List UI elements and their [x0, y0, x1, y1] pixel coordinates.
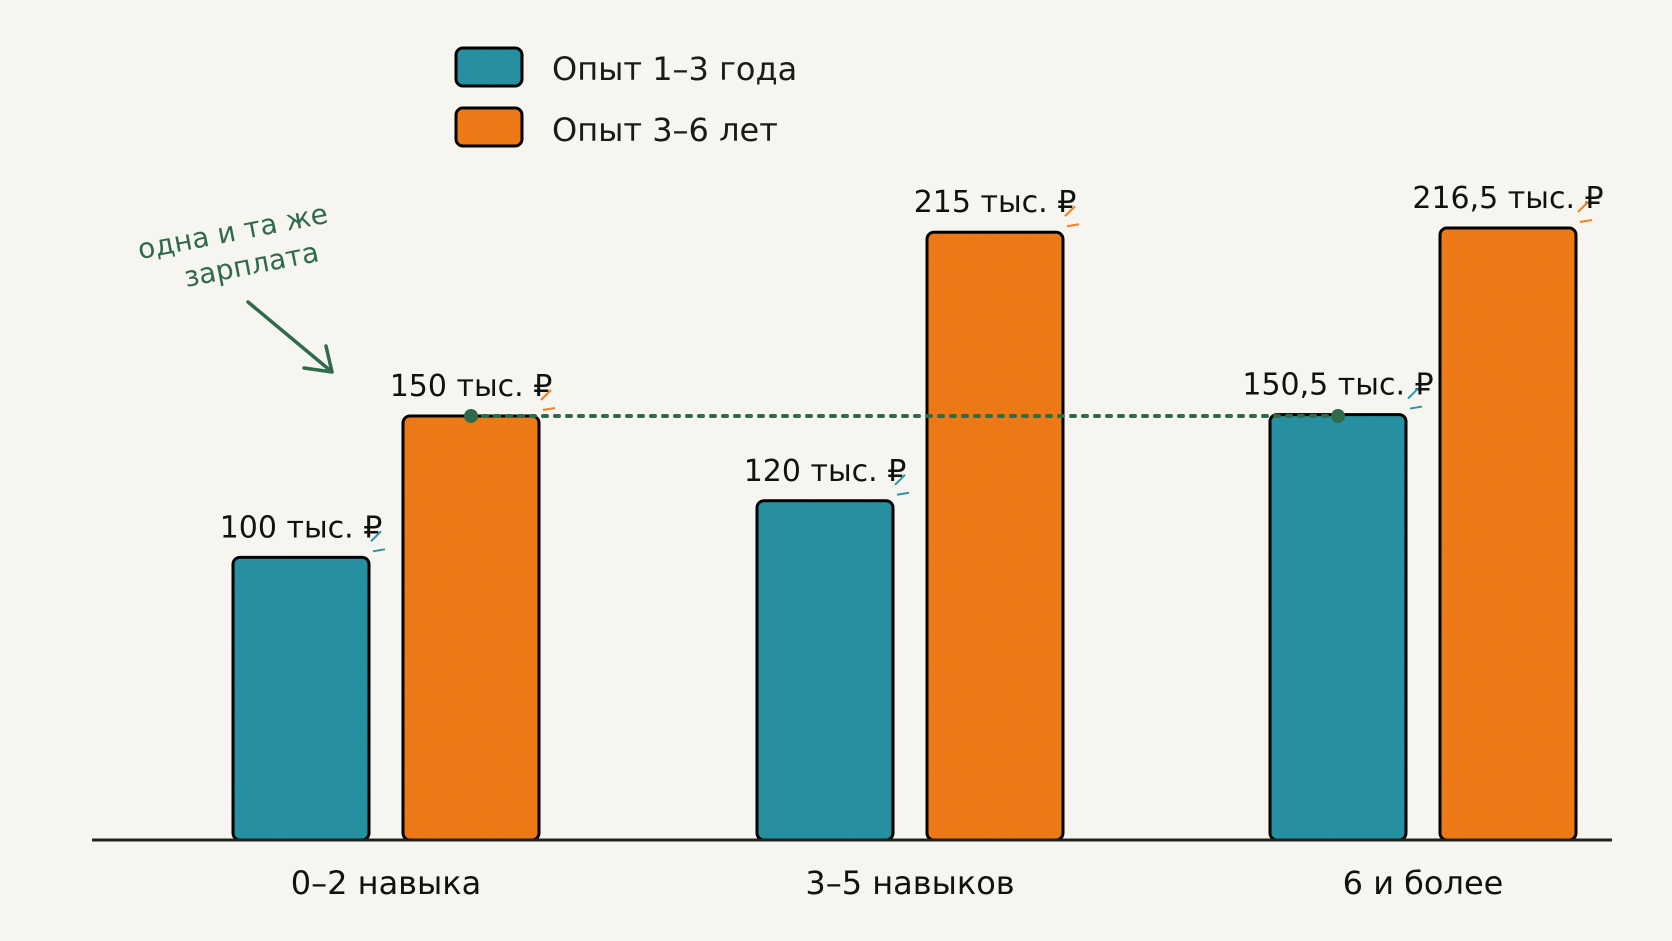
equal-salary-marker [464, 408, 1345, 423]
value-accent-1-0 [540, 389, 556, 411]
value-accent-0-0 [370, 530, 386, 553]
value-label-1-1: 215 тыс. ₽ [914, 185, 1077, 220]
value-label-0-2: 150,5 тыс. ₽ [1242, 368, 1433, 403]
annotation-arrow [246, 300, 334, 374]
value-accent-1-1 [1064, 205, 1080, 228]
x-tick-label-1: 3–5 навыков [805, 864, 1014, 902]
bar-0-0 [231, 555, 371, 842]
value-accent-0-1 [894, 474, 910, 496]
legend: Опыт 1–3 года Опыт 3–6 лет [454, 46, 797, 149]
bar-0-2 [1268, 413, 1408, 842]
x-tick-label-2: 6 и более [1343, 864, 1504, 902]
value-label-0-1: 120 тыс. ₽ [744, 454, 907, 489]
equal-salary-dot-left [464, 408, 478, 423]
value-accent-1-2 [1577, 201, 1593, 223]
bar-1-1 [925, 230, 1065, 842]
value-label-1-0: 150 тыс. ₽ [390, 369, 553, 404]
equal-salary-dot-right [1331, 408, 1345, 423]
legend-label-series-0: Опыт 1–3 года [552, 50, 797, 88]
bar-0-1 [755, 499, 895, 842]
bars [231, 226, 1578, 842]
annotation: одна и та же зарплата [135, 197, 331, 294]
bar-1-2 [1438, 226, 1578, 842]
value-labels: 100 тыс. ₽ 150 тыс. ₽ 120 тыс. ₽ 215 тыс. ₽… [220, 181, 1604, 553]
bar-1-0 [401, 414, 541, 842]
x-axis-ticks: 0–2 навыка 3–5 навыков 6 и более [291, 864, 1504, 902]
value-label-0-0: 100 тыс. ₽ [220, 510, 383, 545]
legend-label-series-1: Опыт 3–6 лет [552, 111, 778, 149]
value-label-1-2: 216,5 тыс. ₽ [1412, 181, 1603, 216]
legend-swatch-series-0 [454, 46, 524, 88]
x-tick-label-0: 0–2 навыка [291, 864, 481, 902]
value-accent-0-2 [1407, 387, 1423, 410]
legend-swatch-series-1 [454, 106, 524, 148]
